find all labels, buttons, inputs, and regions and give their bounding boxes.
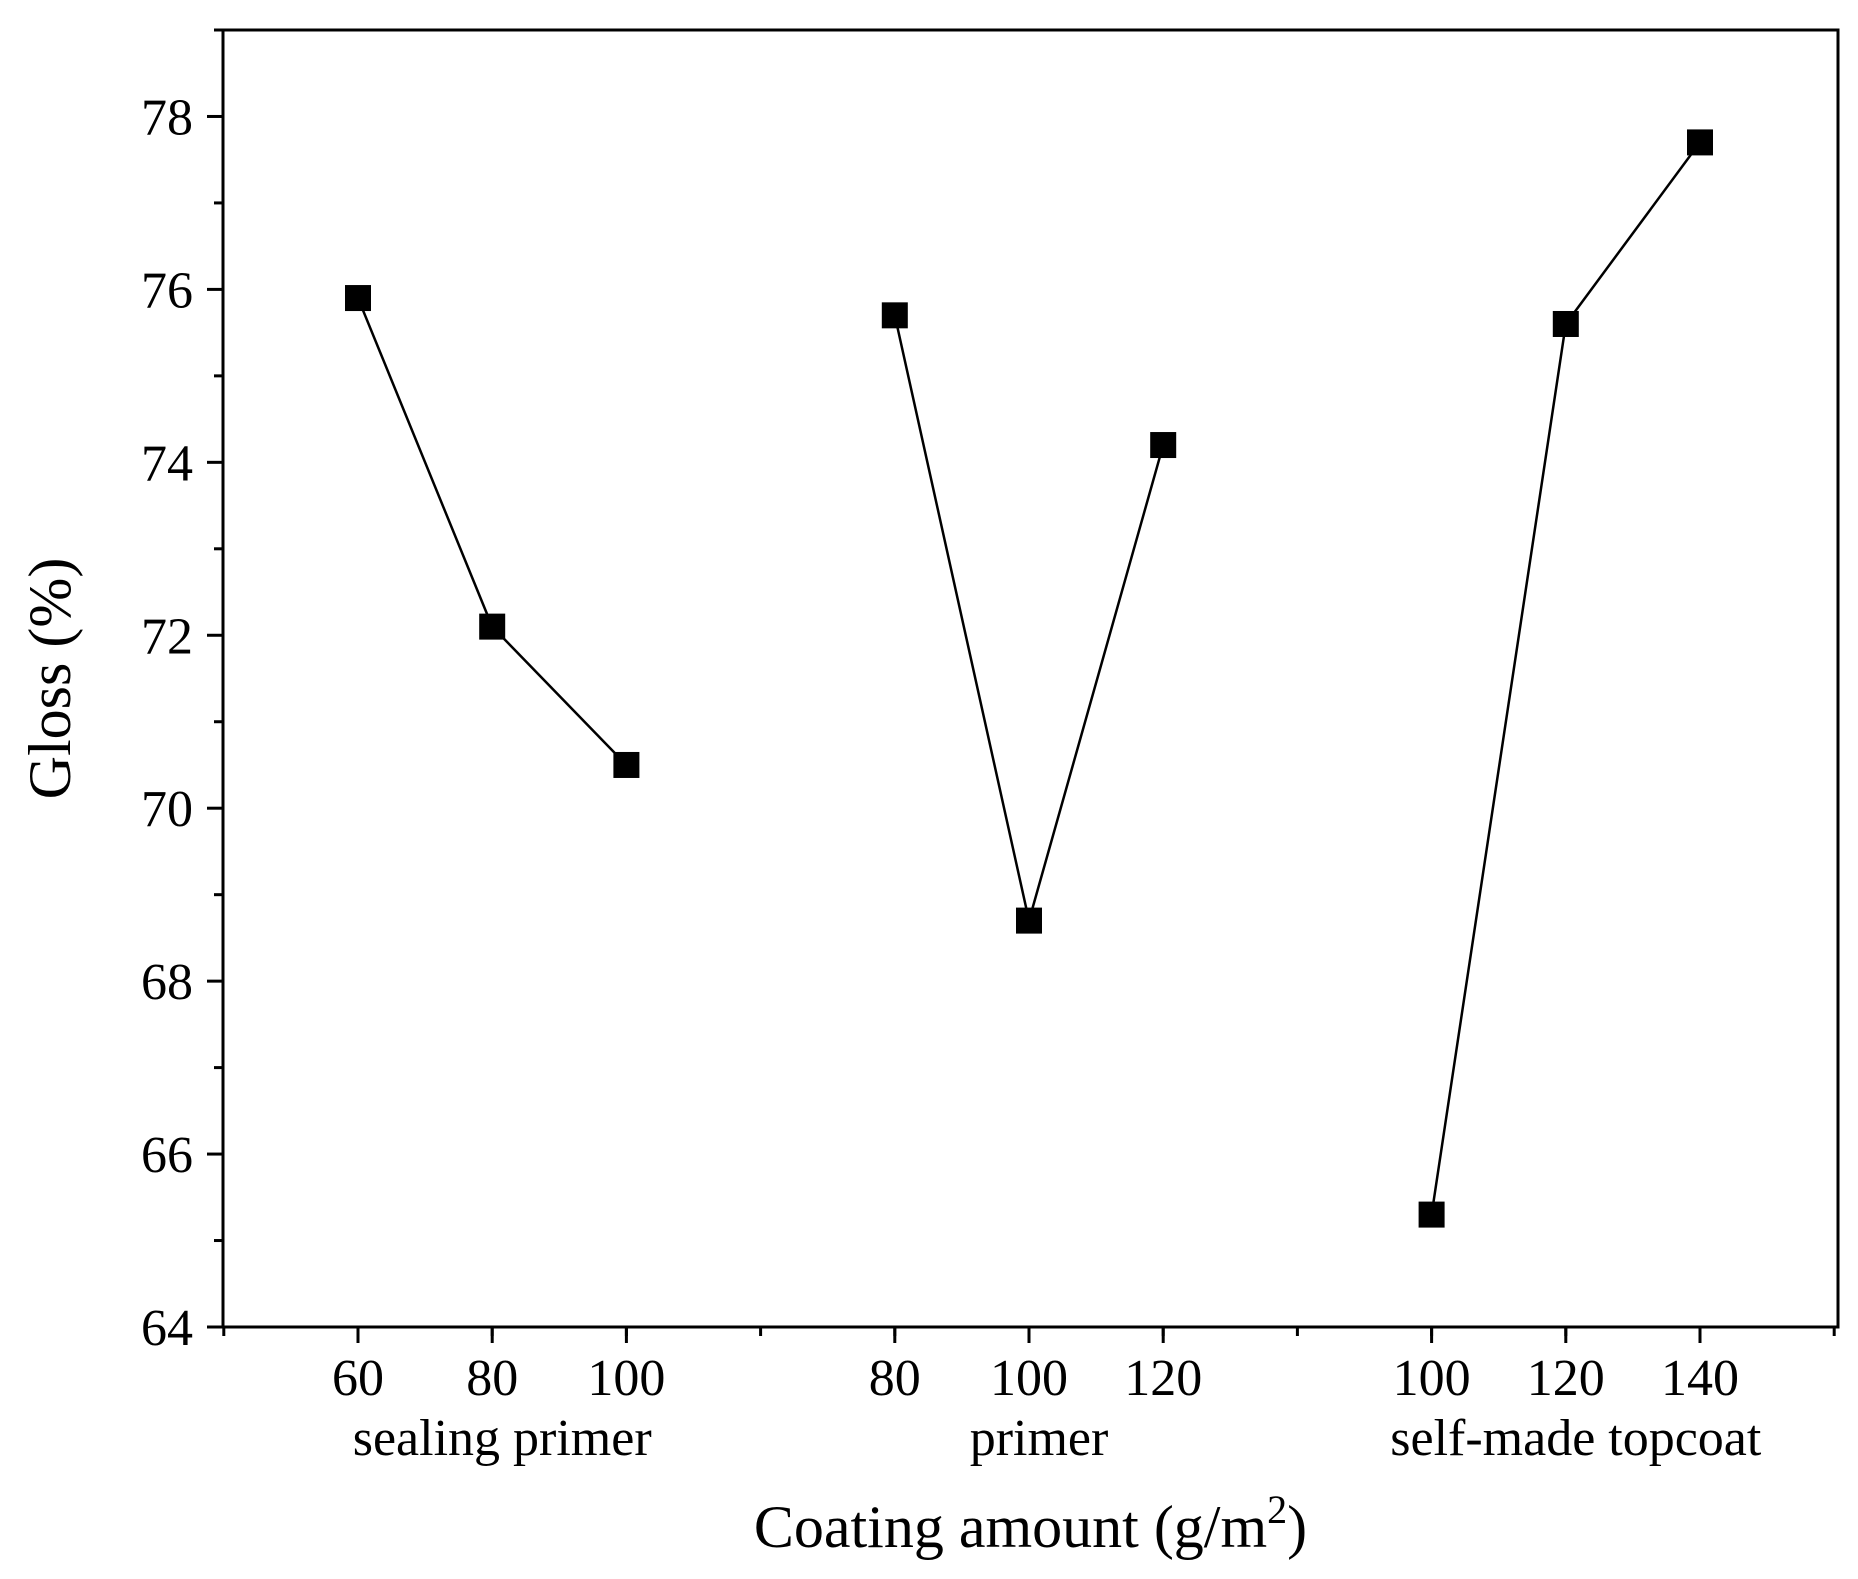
data-point: [1687, 129, 1713, 156]
data-point: [613, 751, 640, 778]
y-tick-label: 74: [141, 435, 193, 492]
data-point: [1418, 1201, 1445, 1228]
series-lines: [356, 141, 1702, 1215]
x-axis-title-superscript: 2: [1267, 1487, 1287, 1532]
x-tick-label: 80: [466, 1350, 518, 1407]
x-tick-label: 100: [1393, 1350, 1471, 1407]
data-point: [1016, 907, 1042, 934]
data-point: [1150, 432, 1177, 459]
y-tick-label: 68: [141, 954, 193, 1011]
y-tick-label: 72: [141, 608, 193, 665]
data-point: [881, 302, 908, 329]
y-tick-label: 64: [141, 1300, 193, 1357]
data-point: [1552, 310, 1579, 337]
data-points: [345, 129, 1713, 1228]
plot-frame: [221, 28, 1840, 1329]
x-tick-label: 80: [869, 1350, 921, 1407]
data-point: [479, 613, 506, 640]
y-tick-label: 66: [141, 1127, 193, 1184]
series-line-2: [1430, 141, 1702, 1215]
x-tick-label: 100: [587, 1350, 665, 1407]
y-tick-label: 70: [141, 781, 193, 838]
group-label: self-made topcoat: [1390, 1410, 1762, 1467]
x-tick-label: 60: [332, 1350, 384, 1407]
x-axis-title-suffix: ): [1287, 1494, 1307, 1560]
x-axis-title-main: Coating amount (g/m: [754, 1494, 1267, 1560]
x-axis-title: Coating amount (g/m2): [754, 1487, 1307, 1560]
series-line-1: [893, 315, 1165, 921]
x-tick-label: 100: [990, 1350, 1068, 1407]
group-label: sealing primer: [353, 1410, 652, 1467]
ticks: [207, 28, 1836, 1343]
data-point: [345, 285, 371, 312]
axes: [221, 28, 1840, 1329]
x-tick-label: 140: [1661, 1350, 1739, 1407]
y-tick-label: 78: [141, 89, 193, 146]
y-axis-title: Gloss (%): [17, 558, 83, 800]
series-line-0: [356, 297, 628, 766]
y-tick-label: 76: [141, 262, 193, 319]
group-label: primer: [970, 1410, 1109, 1467]
x-tick-label: 120: [1527, 1350, 1605, 1407]
x-tick-label: 120: [1124, 1350, 1202, 1407]
